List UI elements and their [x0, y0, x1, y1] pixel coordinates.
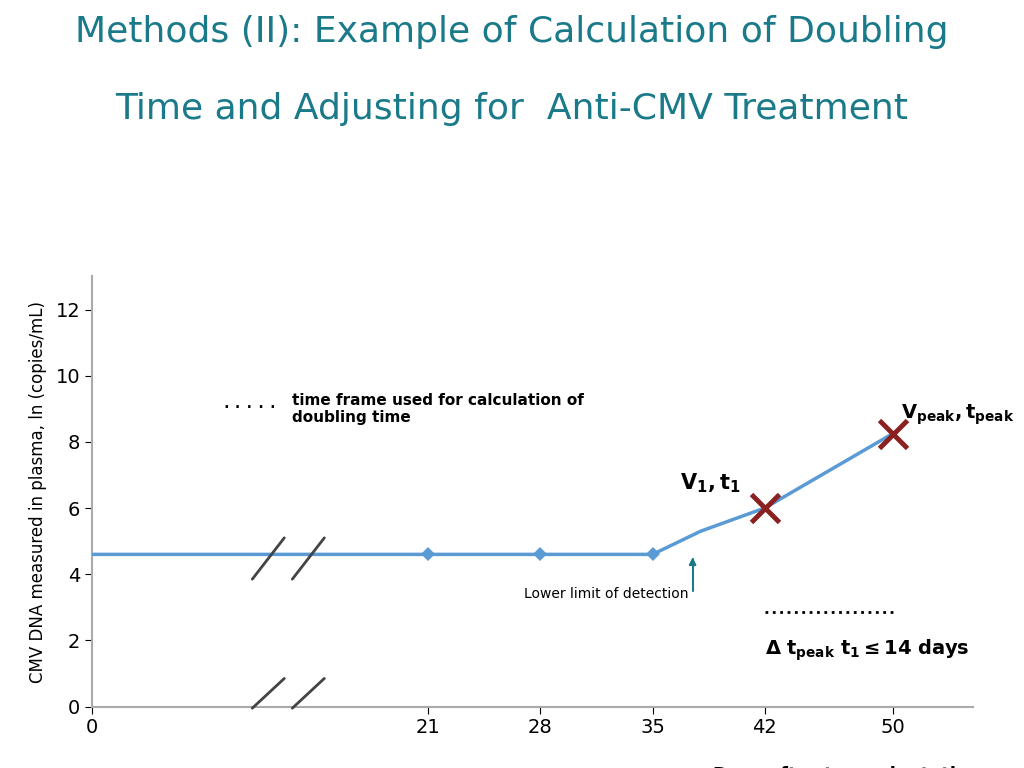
Text: .....: .....	[220, 392, 279, 412]
Text: Methods (II): Example of Calculation of Doubling: Methods (II): Example of Calculation of …	[75, 15, 949, 49]
Text: Time and Adjusting for  Anti-CMV Treatment: Time and Adjusting for Anti-CMV Treatmen…	[116, 92, 908, 126]
Text: $\mathbf{\Delta\ t_{peak}\ t_1 \leq 14\ days}$: $\mathbf{\Delta\ t_{peak}\ t_1 \leq 14\ …	[765, 637, 969, 663]
Text: Lower limit of detection: Lower limit of detection	[524, 560, 695, 601]
Text: $\mathbf{V_{peak}}$$\mathbf{,t_{peak}}$: $\mathbf{V_{peak}}$$\mathbf{,t_{peak}}$	[901, 402, 1014, 427]
Text: Days after transplantation: Days after transplantation	[713, 766, 981, 768]
Y-axis label: CMV DNA measured in plasma, ln (copies/mL): CMV DNA measured in plasma, ln (copies/m…	[30, 300, 47, 683]
Text: time frame used for calculation of
doubling time: time frame used for calculation of doubl…	[292, 392, 584, 425]
Text: $\mathbf{V_1}$$\mathbf{,t_1}$: $\mathbf{V_1}$$\mathbf{,t_1}$	[680, 472, 740, 495]
